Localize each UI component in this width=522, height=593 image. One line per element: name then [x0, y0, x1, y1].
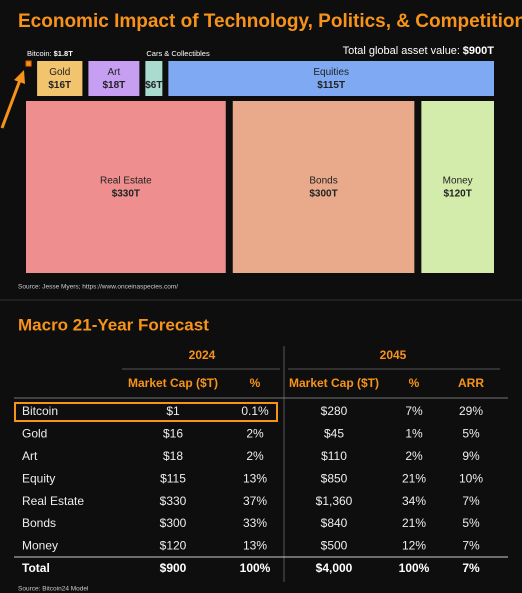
cell-value: $18T: [102, 80, 125, 91]
table-cell: 2%: [246, 449, 264, 463]
table-cell: 33%: [243, 516, 267, 530]
treemap-cell: [168, 61, 494, 96]
table-cell: 13%: [243, 539, 267, 553]
table-cell: $16: [163, 427, 183, 441]
cell-label: Cars & Collectibles: [146, 49, 210, 58]
cell-label: Art: [107, 67, 120, 78]
year-header: 2024: [189, 348, 216, 362]
table-cell: $1: [166, 404, 180, 418]
cell-label: Money: [443, 176, 473, 187]
table-cell: 10%: [459, 471, 483, 485]
column-header: Market Cap ($T): [128, 376, 218, 390]
table-cell: $280: [321, 404, 348, 418]
cell-value: $300T: [309, 189, 337, 200]
table-cell: 2%: [246, 427, 264, 441]
table-cell: $1,360: [316, 494, 353, 508]
table-cell: $18: [163, 449, 183, 463]
cell-label: Bitcoin:: [27, 49, 52, 58]
table-cell: $330: [160, 494, 187, 508]
treemap-cell: [37, 61, 83, 96]
row-label: Bitcoin: [22, 404, 58, 418]
table-cell: 7%: [462, 494, 480, 508]
table-cell: 0.1%: [241, 404, 269, 418]
column-header: ARR: [458, 376, 484, 390]
table-cell: $45: [324, 427, 344, 441]
table-cell: 1%: [405, 427, 423, 441]
treemap-cell: [421, 101, 494, 273]
column-header: %: [250, 376, 261, 390]
row-label: Equity: [22, 471, 55, 485]
row-label: Art: [22, 449, 38, 463]
table-cell: 12%: [402, 539, 426, 553]
table-cell: 5%: [462, 427, 480, 441]
table-cell: 34%: [402, 494, 426, 508]
table-cell: 2%: [405, 449, 423, 463]
cell-value: $120T: [444, 189, 472, 200]
table-source: Source: Bitcoin24 Model: [18, 586, 89, 593]
arrow-shaft: [0, 79, 22, 129]
table-cell: 5%: [462, 516, 480, 530]
treemap-cell: [88, 61, 140, 96]
table-cell: 37%: [243, 494, 267, 508]
cell-label: Gold: [49, 67, 70, 78]
cell-label: Equities: [313, 67, 349, 78]
treemap-cell: [26, 101, 226, 273]
table-cell: $110: [321, 449, 347, 463]
table-cell: 9%: [462, 449, 480, 463]
table-cell: $840: [321, 516, 348, 530]
column-header: %: [409, 376, 420, 390]
table-cell: 13%: [243, 471, 267, 485]
table-cell: $300: [160, 516, 187, 530]
total-cell: $4,000: [316, 561, 353, 575]
highlight-box: [14, 402, 278, 422]
annotation: Total global asset value:: [343, 45, 460, 57]
total-cell: Total: [22, 561, 50, 575]
cell-label: Bonds: [309, 176, 337, 187]
table-cell: 21%: [402, 471, 426, 485]
table-cell: $500: [321, 539, 348, 553]
total-cell: $900: [160, 561, 187, 575]
column-header: Market Cap ($T): [289, 376, 379, 390]
pointer-arrow: [0, 70, 25, 129]
row-label: Gold: [22, 427, 47, 441]
cell-value: $330T: [112, 189, 140, 200]
cell-value: $1.8T: [54, 49, 74, 58]
table-cell: 7%: [405, 404, 423, 418]
total-cell: 7%: [462, 561, 480, 575]
cell-value: $115T: [317, 80, 345, 91]
treemap-cell: [145, 61, 163, 96]
row-label: Bonds: [22, 516, 56, 530]
total-cell: 100%: [399, 561, 430, 575]
cell-label: Real Estate: [100, 176, 152, 187]
treemap-cell: [232, 101, 415, 273]
row-label: Money: [22, 539, 58, 553]
table-cell: 29%: [459, 404, 483, 418]
cell-value: $6T: [145, 80, 162, 91]
table-cell: $115: [160, 471, 186, 485]
year-header: 2045: [380, 348, 407, 362]
annotation-value: $900T: [463, 45, 494, 57]
total-cell: 100%: [240, 561, 271, 575]
cell-value: $16T: [48, 80, 71, 91]
table-cell: 21%: [402, 516, 426, 530]
table-cell: 7%: [462, 539, 480, 553]
row-label: Real Estate: [22, 494, 84, 508]
source: Source: Jesse Myers; https://www.onceina…: [18, 284, 178, 291]
table-cell: $120: [160, 539, 187, 553]
arrow-head: [14, 70, 25, 84]
treemap-cell: [25, 60, 32, 67]
table-cell: $850: [321, 471, 348, 485]
table-title: Macro 21-Year Forecast: [18, 315, 209, 334]
chart-title: Economic Impact of Technology, Politics,…: [18, 11, 522, 32]
